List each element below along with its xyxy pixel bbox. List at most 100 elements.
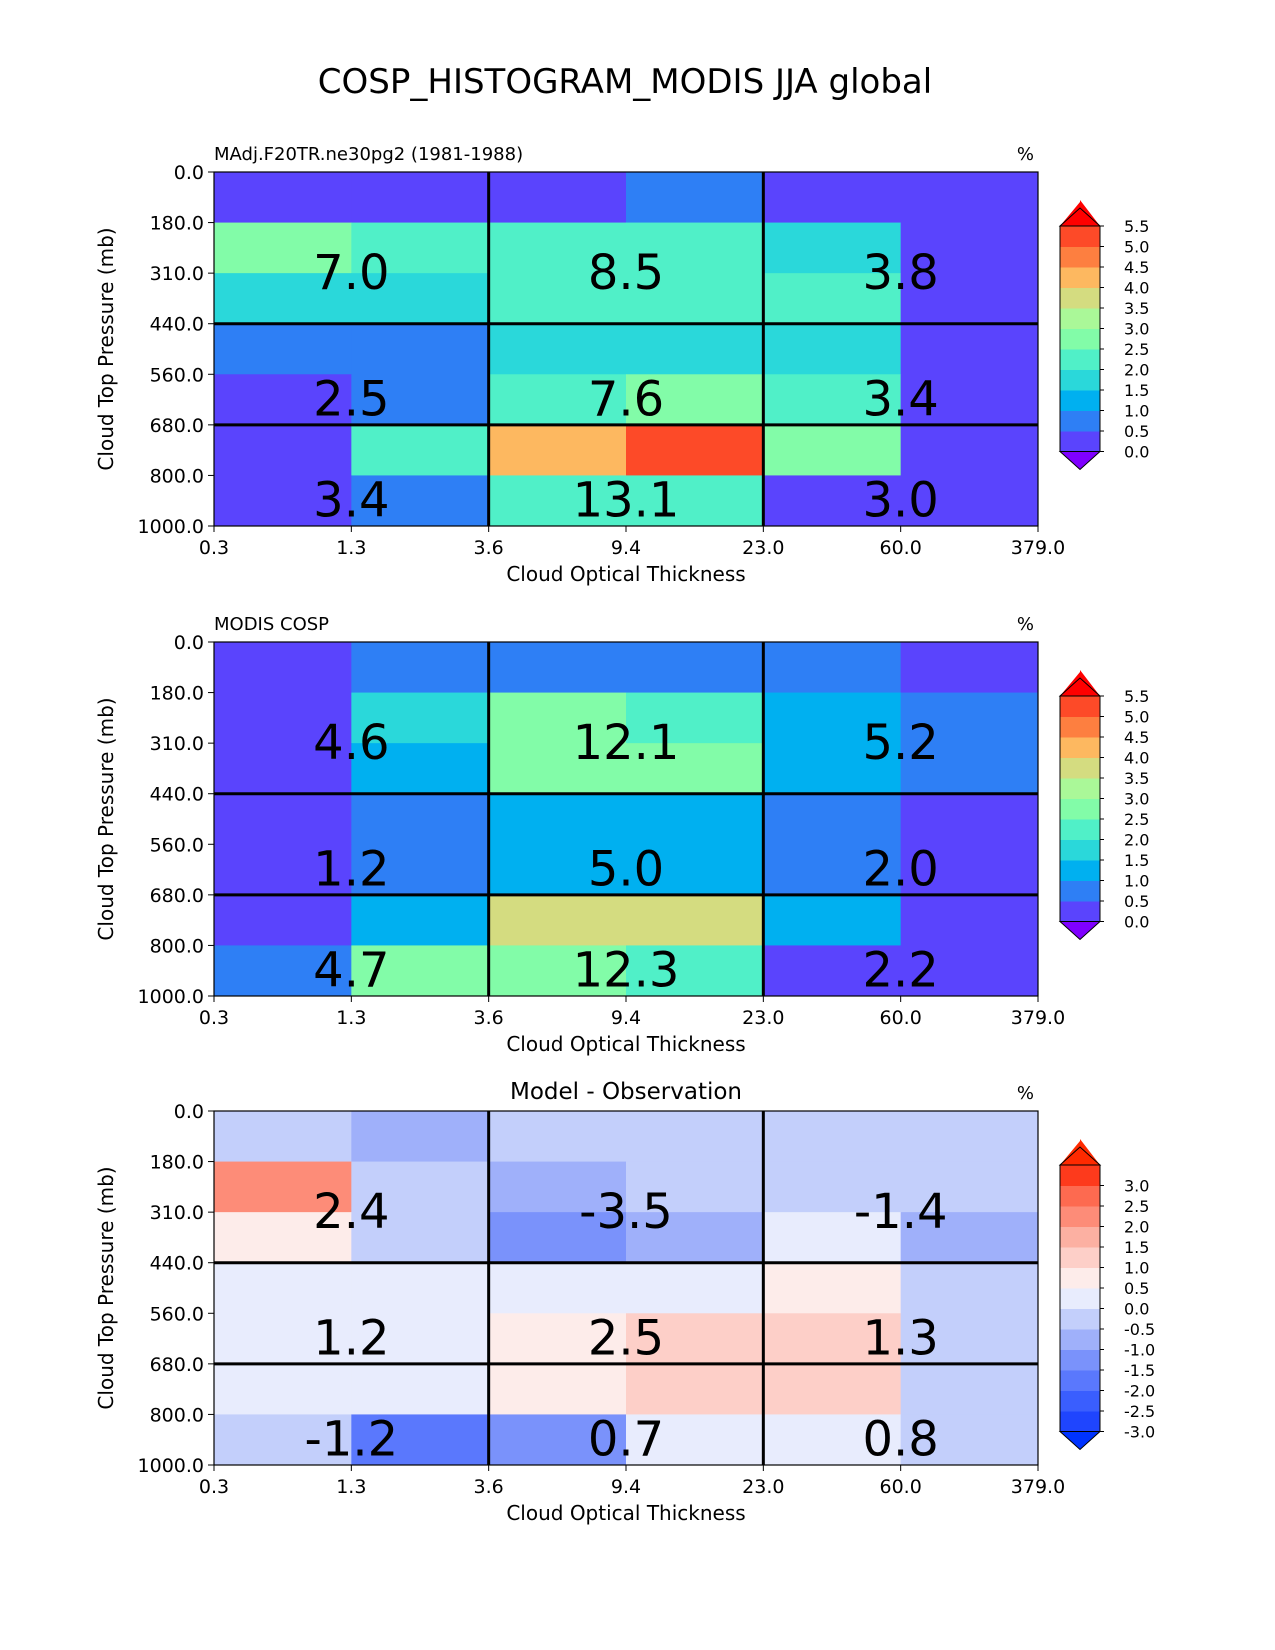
colorbar-segment [1060, 369, 1100, 391]
heatmap-cell [763, 945, 902, 997]
group-value-label: 7.6 [588, 372, 664, 428]
heatmap-cell [763, 475, 902, 527]
y-tick-label: 680.0 [150, 885, 204, 907]
heatmap-cell [488, 743, 627, 795]
heatmap-cell [488, 1161, 627, 1213]
colorbar-tick-label: -1.5 [1124, 1361, 1155, 1380]
colorbar-tick-label: 5.5 [1124, 687, 1149, 706]
y-tick-label: 180.0 [150, 1152, 204, 1174]
panel-title-left: MAdj.F20TR.ne30pg2 (1981-1988) [214, 144, 523, 165]
heatmap-cell [488, 793, 627, 845]
group-value-label: 2.2 [862, 943, 938, 999]
colorbar-over-tip [1058, 677, 1102, 697]
heatmap-cell [351, 1111, 490, 1163]
heatmap-cell [763, 743, 902, 795]
x-tick-label: 1.3 [336, 1007, 366, 1029]
heatmap-cell [351, 1363, 490, 1415]
y-tick-label: 800.0 [150, 1404, 204, 1426]
figure-title: COSP_HISTOGRAM_MODIS JJA global [318, 62, 932, 102]
heatmap-cell [626, 1414, 764, 1466]
heatmap-cell [900, 793, 1039, 845]
heatmap-cell [351, 894, 490, 946]
colorbar-tick-label: -2.5 [1124, 1402, 1155, 1421]
heatmap-cell [488, 1111, 627, 1163]
heatmap-cell [351, 1161, 490, 1213]
heatmap-cell [214, 222, 352, 274]
x-tick-label: 60.0 [880, 1476, 922, 1498]
group-value-label: 2.5 [588, 1311, 664, 1367]
y-tick-label: 440.0 [150, 1253, 204, 1275]
heatmap-cell [214, 424, 352, 476]
heatmap-cell [763, 1212, 902, 1264]
group-value-label: -3.5 [579, 1184, 673, 1240]
heatmap-cell [626, 1111, 764, 1163]
colorbar-segment [1060, 1247, 1100, 1268]
colorbar-tick-label: 2.5 [1124, 810, 1149, 829]
y-tick-label: 0.0 [174, 632, 204, 654]
y-tick-label: 1000.0 [138, 516, 204, 538]
heatmap-cell [214, 1363, 352, 1415]
colorbar-tick-label: 3.0 [1124, 790, 1149, 809]
heatmap-cell [626, 793, 764, 845]
heatmap-cell [763, 793, 902, 845]
panels: 7.0 8.5 3.8 2.5 7.6 3.4 3.4 13.1 3.0 0.3 1.3 3.6 9.4… [94, 144, 1155, 1525]
heatmap-cell [626, 323, 764, 375]
colorbar-segment [1060, 1390, 1100, 1412]
colorbar-tick-label: 2.0 [1124, 831, 1149, 850]
group-value-label: 3.4 [862, 372, 938, 428]
y-tick-label: 310.0 [150, 1202, 204, 1224]
heatmap-panel-3: 2.4 -3.5 -1.4 1.2 2.5 1.3 -1.2 0.7 0.8 0.3 1.3 3.6 9… [94, 1079, 1155, 1525]
colorbar-tick-label: 2.0 [1124, 1218, 1149, 1237]
colorbar-tick-label: 5.0 [1124, 238, 1149, 257]
heatmap-cell [214, 692, 352, 744]
heatmap-cell [626, 894, 764, 946]
colorbar-tick-label: 5.0 [1124, 708, 1149, 727]
colorbar-tick-label: -0.5 [1124, 1320, 1155, 1339]
group-value-label: 0.7 [588, 1412, 664, 1468]
colorbar-segment [1060, 798, 1100, 820]
heatmap-cell [214, 172, 352, 224]
colorbar-segment [1060, 1185, 1100, 1207]
y-tick-label: 1000.0 [138, 986, 204, 1008]
heatmap-cell [900, 475, 1039, 527]
y-tick-label: 800.0 [150, 465, 204, 487]
colorbar-under-tip [1058, 451, 1102, 471]
heatmap-cell [214, 642, 352, 694]
group-value-label: 4.7 [313, 943, 389, 999]
x-axis-label: Cloud Optical Thickness [506, 1032, 745, 1056]
heatmap-cell [763, 1111, 902, 1163]
heatmap-cell [488, 1414, 627, 1466]
x-tick-label: 379.0 [1011, 1007, 1065, 1029]
colorbar-segment [1060, 1329, 1100, 1350]
heatmap-cell [763, 1313, 902, 1365]
heatmap-cell [351, 692, 490, 744]
heatmap-cell [763, 1161, 902, 1213]
colorbar-segment [1060, 1288, 1100, 1309]
colorbar-segment [1060, 696, 1100, 717]
heatmap-cell [214, 945, 352, 997]
heatmap-cell [900, 844, 1039, 896]
colorbar-segment [1060, 1226, 1100, 1248]
group-value-label: -1.4 [854, 1184, 948, 1240]
heatmap-cell [900, 222, 1039, 274]
x-tick-label: 9.4 [611, 537, 641, 559]
colorbar-segment [1060, 226, 1100, 247]
heatmap-cell [900, 1161, 1039, 1213]
panel-title-center: Model - Observation [510, 1079, 742, 1105]
y-tick-label: 180.0 [150, 683, 204, 705]
colorbar-segment [1060, 901, 1100, 922]
heatmap-cell [626, 273, 764, 325]
colorbar-tick-label: 3.5 [1124, 299, 1149, 318]
colorbar-segment [1060, 839, 1100, 861]
heatmap-cell [626, 172, 764, 224]
heatmap-cell [626, 424, 764, 476]
x-tick-label: 9.4 [611, 1476, 641, 1498]
heatmap-cell [900, 1313, 1039, 1365]
heatmap-panel-1: 7.0 8.5 3.8 2.5 7.6 3.4 3.4 13.1 3.0 0.3 1.3 3.6 9.4… [94, 144, 1149, 586]
colorbar: -3.0 -2.5-2.0 -1.5-1.0 -0.50.0 0.51.0 1.52.0 2… [1058, 1139, 1155, 1451]
colorbar-tick-label: 5.5 [1124, 217, 1149, 236]
colorbar-segment [1060, 1370, 1100, 1391]
x-tick-label: 1.3 [336, 1476, 366, 1498]
group-value-label: 2.5 [313, 372, 389, 428]
heatmap-cell [626, 945, 764, 997]
